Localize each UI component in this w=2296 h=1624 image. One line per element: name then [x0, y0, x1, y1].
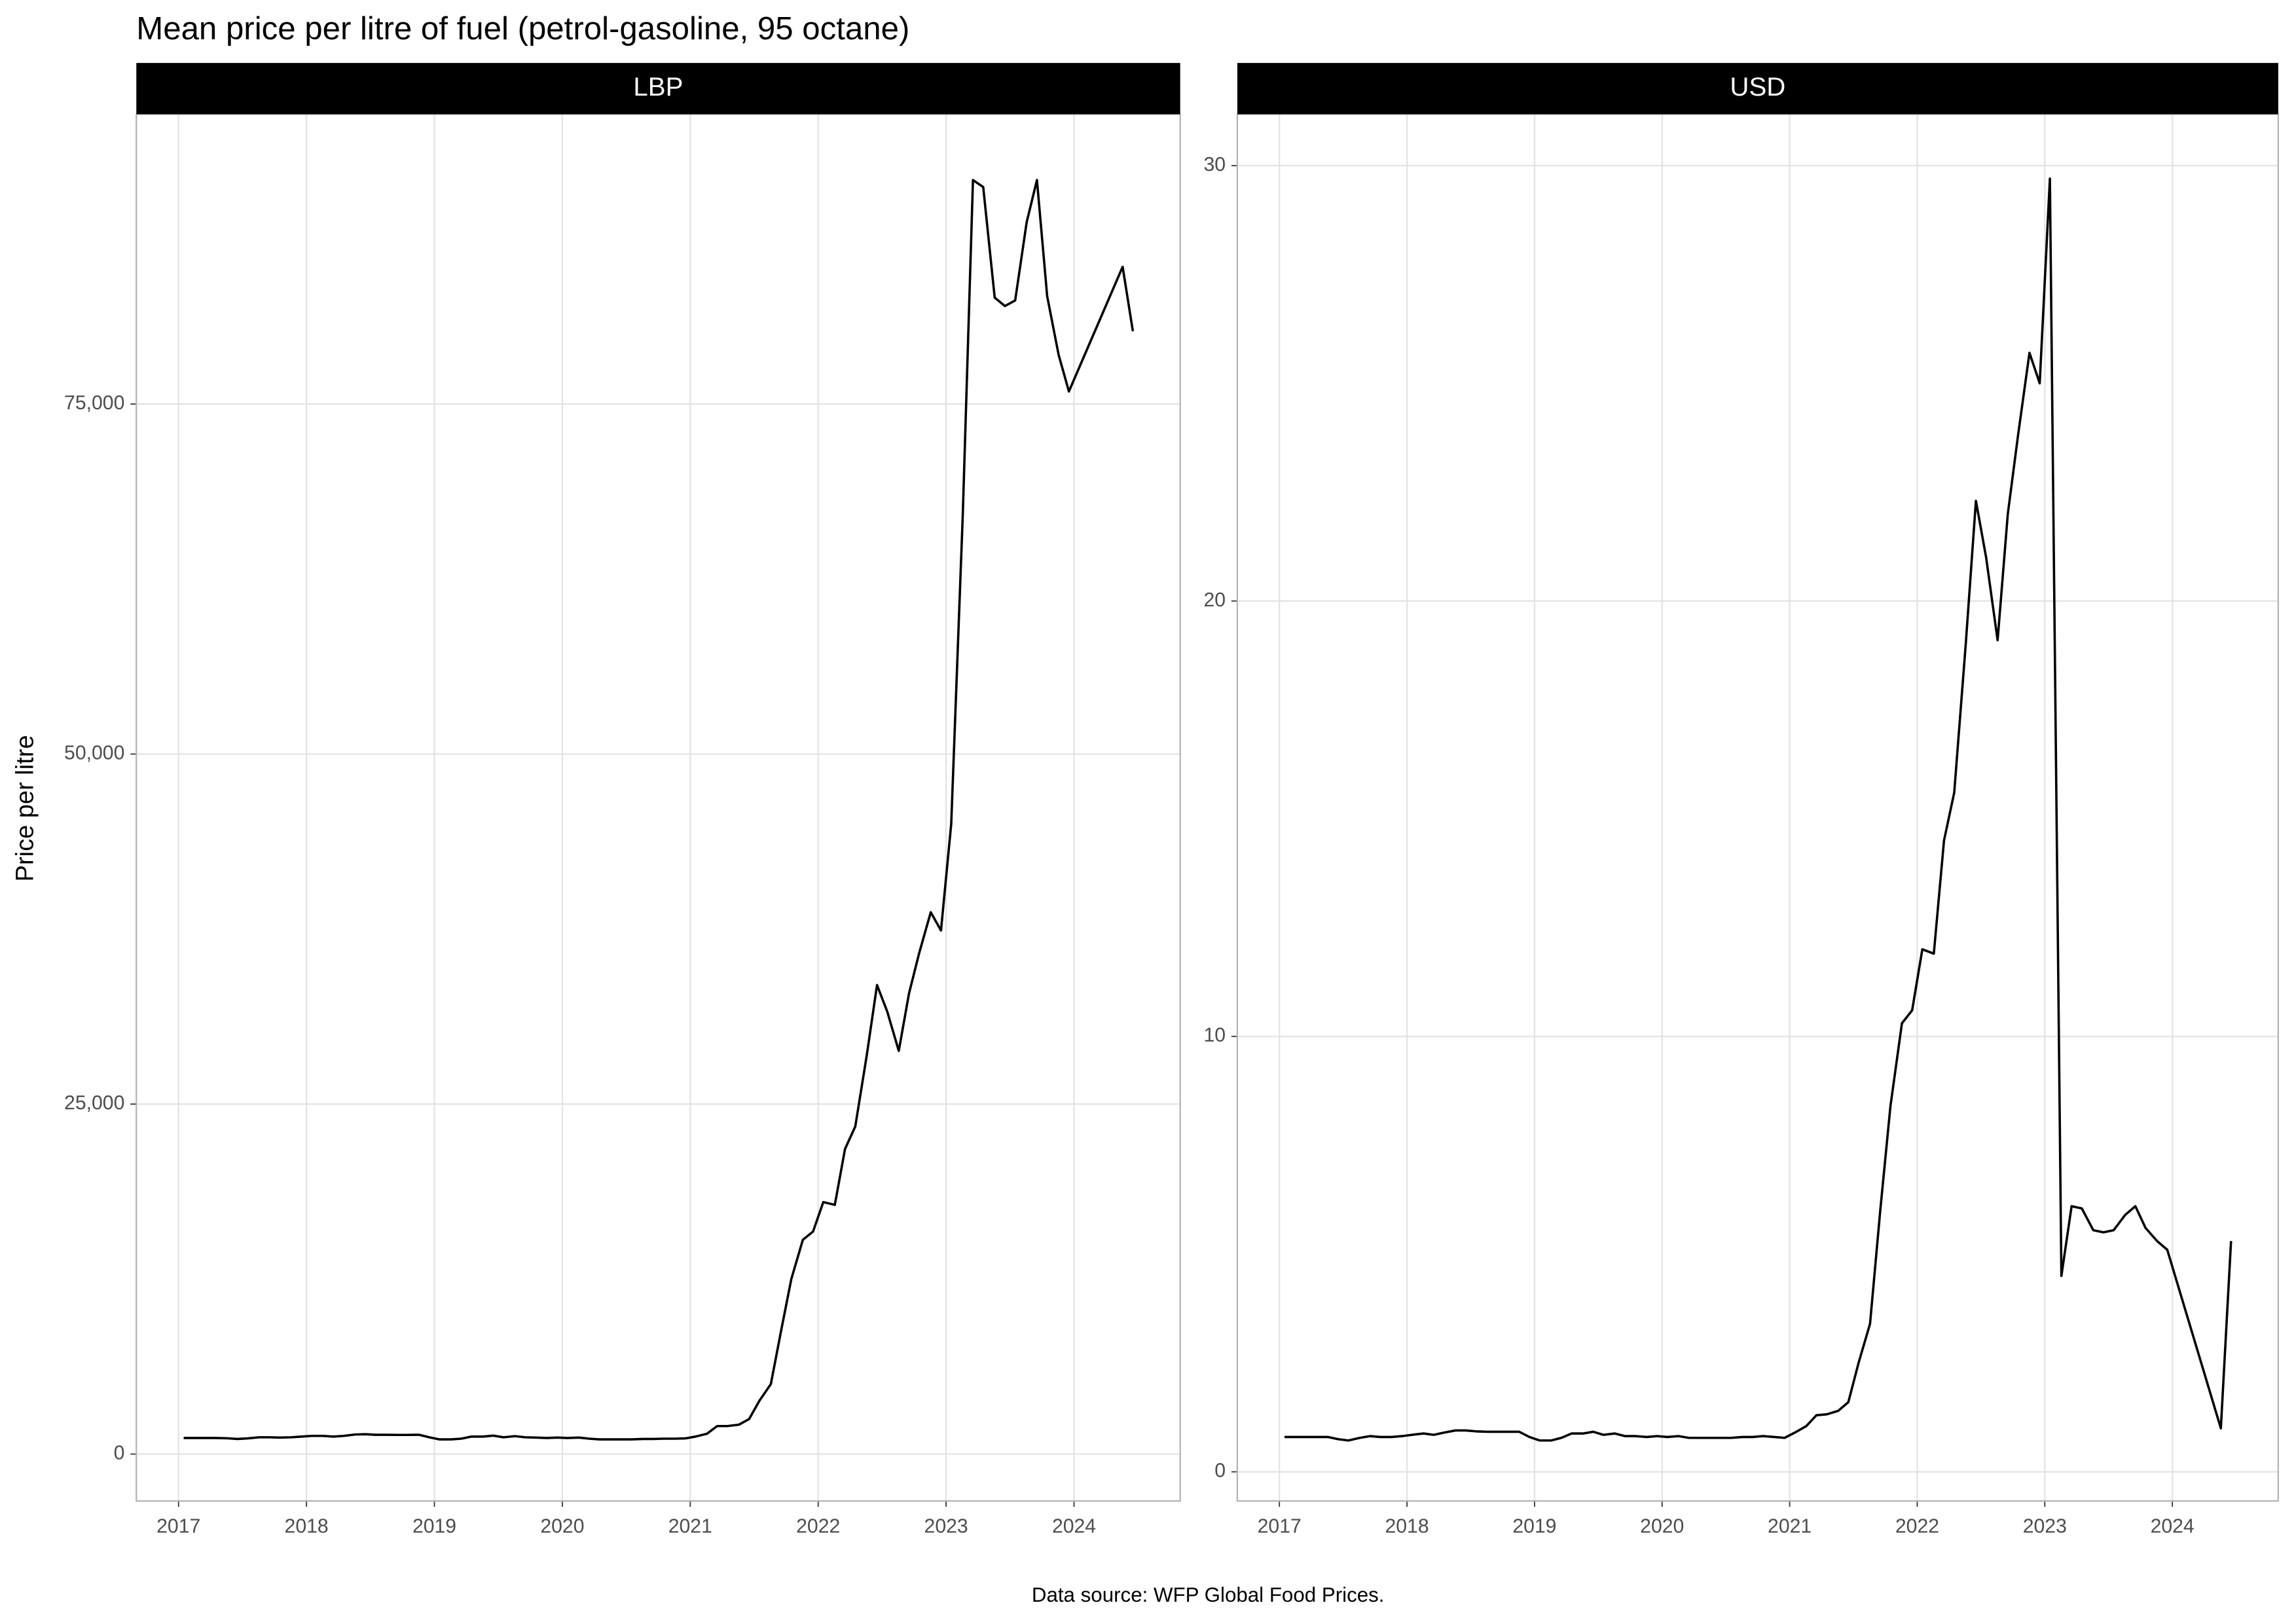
x-tick-label: 2023 [2023, 1515, 2067, 1537]
x-tick-label: 2022 [796, 1515, 840, 1537]
x-tick-label: 2019 [412, 1515, 456, 1537]
caption: Data source: WFP Global Food Prices. [1032, 1583, 1385, 1606]
strip-label: USD [1730, 72, 1785, 101]
x-tick-label: 2022 [1895, 1515, 1939, 1537]
panel-background [136, 114, 1180, 1502]
strip-label: LBP [633, 72, 683, 101]
y-tick-label: 25,000 [64, 1092, 124, 1114]
x-tick-label: 2020 [1640, 1515, 1684, 1537]
data-line [1285, 177, 2232, 1442]
strip-background [136, 63, 1180, 115]
data-line [183, 179, 1135, 1441]
y-tick-label: 30 [1203, 154, 1226, 175]
x-tick-label: 2024 [2151, 1515, 2195, 1537]
y-axis-title: Price per litre [12, 735, 39, 881]
x-tick-label: 2018 [285, 1515, 329, 1537]
strip-background [1237, 63, 2278, 115]
x-tick-label: 2021 [1768, 1515, 1812, 1537]
x-tick-label: 2024 [1052, 1515, 1096, 1537]
x-tick-label: 2018 [1385, 1515, 1429, 1537]
y-tick-label: 50,000 [64, 742, 124, 764]
y-tick-label: 10 [1203, 1025, 1226, 1046]
x-tick-label: 2017 [156, 1515, 200, 1537]
x-tick-label: 2023 [924, 1515, 968, 1537]
x-tick-label: 2017 [1258, 1515, 1302, 1537]
y-tick-label: 20 [1203, 589, 1226, 611]
chart-title: Mean price per litre of fuel (petrol-gas… [136, 10, 909, 46]
x-tick-label: 2020 [540, 1515, 584, 1537]
panel-background [1237, 114, 2278, 1502]
y-tick-label: 75,000 [64, 392, 124, 414]
y-tick-label: 0 [114, 1442, 125, 1464]
x-tick-label: 2021 [668, 1515, 712, 1537]
x-tick-label: 2019 [1512, 1515, 1556, 1537]
y-tick-label: 0 [1214, 1460, 1226, 1482]
